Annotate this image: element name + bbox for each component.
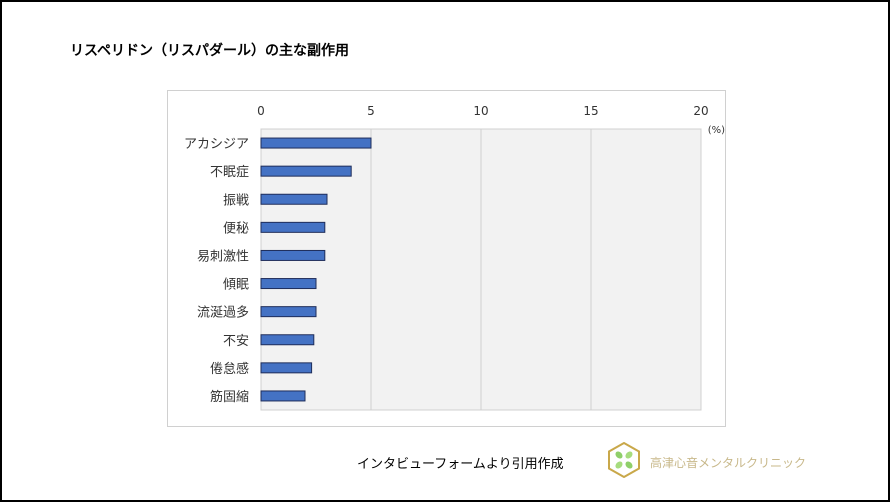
category-label: 流涎過多 — [197, 305, 249, 321]
category-label: アカシジア — [184, 137, 249, 152]
unit-label: (%) — [708, 125, 725, 136]
x-tick-label: 5 — [367, 104, 375, 118]
bar — [260, 193, 328, 205]
category-label: 振戦 — [223, 193, 249, 208]
x-tick-label: 10 — [473, 104, 488, 118]
category-label: 不安 — [223, 334, 249, 349]
bar — [260, 390, 306, 402]
category-label: 不眠症 — [210, 165, 249, 180]
category-label: 便秘 — [223, 221, 249, 236]
category-label: 倦怠感 — [210, 361, 249, 377]
bar — [260, 278, 317, 290]
bar — [260, 165, 352, 177]
source-note: インタビューフォームより引用作成 — [357, 457, 564, 472]
bar — [260, 137, 372, 149]
bar — [260, 334, 315, 346]
page-title: リスペリドン（リスパダール）の主な副作用 — [70, 43, 350, 59]
x-tick-label: 15 — [583, 104, 598, 118]
chart-svg: 0 5 10 15 20(%) アカシジア不眠症振戦便秘易刺激性傾眠流涎過多不安倦怠感筋固… — [184, 104, 725, 411]
bar — [260, 306, 317, 318]
category-label: 筋固縮 — [210, 389, 249, 405]
category-label: 傾眠 — [223, 278, 249, 293]
clinic-logo-icon — [608, 442, 640, 478]
bar — [260, 362, 313, 374]
bar — [260, 249, 326, 261]
chart: 0 5 10 15 20 (%) アカシジア不眠症振戦便秘易刺激性傾眠流涎過多不安倦怠感筋固… — [167, 90, 726, 427]
bar — [260, 221, 326, 233]
clinic-name: 高津心音メンタルクリニック — [650, 456, 807, 470]
x-tick-label: 0 — [257, 104, 265, 118]
x-tick-label: 20 — [693, 104, 708, 118]
category-label: 易刺激性 — [197, 249, 249, 264]
